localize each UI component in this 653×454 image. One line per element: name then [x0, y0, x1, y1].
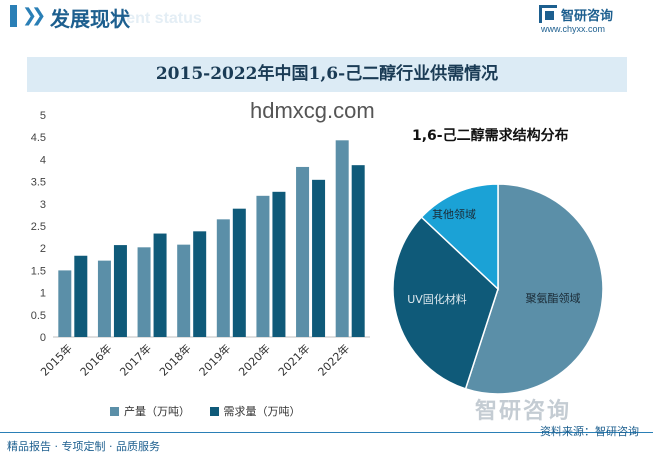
x-tick-label: 2020年: [236, 341, 273, 378]
legend-item-demand: 需求量（万吨）: [209, 403, 301, 419]
bar-demand-2019年: [232, 208, 246, 337]
brand-logo: 智研咨询 www.chyxx.com: [539, 5, 639, 35]
y-tick-label: 0: [40, 332, 46, 344]
bar-demand-2015年: [74, 255, 88, 337]
bar-production-2020年: [256, 195, 270, 337]
bar-demand-2022年: [351, 165, 365, 337]
pie-slice-0: [464, 183, 604, 395]
y-tick-label: 2: [40, 243, 46, 255]
bar-demand-2021年: [312, 179, 326, 337]
chart-title-band: 2015-2022年中国1,6-己二醇行业供需情况: [27, 57, 627, 92]
logo-mark-icon: [539, 5, 557, 23]
bar-demand-2017年: [153, 233, 167, 337]
bar-production-2019年: [216, 219, 230, 337]
pie-title: 1,6-己二醇需求结构分布: [412, 128, 569, 144]
y-tick-label: 3: [40, 199, 46, 211]
x-tick-label: 2015年: [37, 341, 74, 378]
bar-demand-2020年: [272, 191, 286, 337]
x-tick-label: 2022年: [315, 341, 352, 378]
legend-item-production: 产量（万吨）: [110, 403, 190, 419]
x-tick-label: 2019年: [196, 341, 233, 378]
bar-production-2018年: [177, 244, 191, 337]
y-tick-label: 1: [40, 288, 46, 300]
x-tick-label: 2018年: [156, 341, 193, 378]
x-tick-label: 2016年: [77, 341, 114, 378]
legend-label-demand: 需求量（万吨）: [223, 405, 301, 418]
pie-slice-1: [392, 216, 499, 390]
x-tick-label: 2021年: [275, 341, 312, 378]
logo-url: www.chyxx.com: [541, 24, 606, 34]
header-ghost-text: ment status: [112, 10, 202, 27]
footer-divider: [0, 432, 653, 433]
bar-demand-2018年: [193, 231, 207, 337]
bar-demand-2016年: [113, 245, 127, 337]
brand-watermark: 智研咨询: [475, 399, 572, 424]
bar-production-2015年: [58, 270, 72, 337]
y-tick-label: 4: [40, 154, 46, 166]
legend-swatch-production: [110, 407, 119, 416]
y-tick-label: 3.5: [31, 177, 46, 189]
y-tick-label: 4.5: [31, 132, 46, 144]
bar-chart: 0 0.5 1 1.5 2 2.5 3 3.5 4 4.5 5 2015年 2016年 2017年 2018…: [31, 110, 370, 379]
bar-production-2021年: [296, 166, 310, 337]
pie-label-1: UV固化材料: [407, 292, 467, 306]
logo-name: 智研咨询: [561, 9, 614, 24]
section-title: 发展现状: [50, 7, 130, 31]
page-header: ❯❯ ment status 发展现状 智研咨询 www.chyxx.com: [0, 0, 653, 34]
footer-source: 资料来源：智研咨询: [540, 425, 639, 438]
y-tick-label: 2.5: [31, 221, 46, 233]
pie-label-2: 其他领域: [432, 208, 476, 221]
bar-production-2017年: [137, 247, 151, 337]
x-tick-label: 2017年: [117, 341, 154, 378]
bar-legend: 产量（万吨） 需求量（万吨）: [110, 403, 317, 419]
legend-swatch-demand: [209, 407, 219, 416]
bar-production-2016年: [97, 260, 111, 337]
chart-title: 2015-2022年中国1,6-己二醇行业供需情况: [155, 64, 499, 84]
y-tick-label: 5: [40, 110, 46, 122]
logo-mark-inner-icon: [545, 11, 554, 20]
y-tick-label: 0.5: [31, 310, 46, 322]
watermark-text: hdmxcg.com: [250, 98, 375, 123]
bar-production-2022年: [335, 140, 349, 337]
header-accent-bar: [10, 5, 17, 27]
double-chevron-icon: ❯❯: [22, 5, 46, 26]
chart-canvas: 0 0.5 1 1.5 2 2.5 3 3.5 4 4.5 5 2015年 2016年 2017年 2018…: [31, 110, 604, 395]
footer-slogan: 精品报告 · 专项定制 · 品质服务: [7, 440, 160, 453]
pie-label-0: 聚氨酯领域: [526, 292, 581, 305]
legend-label-production: 产量（万吨）: [124, 405, 190, 418]
pie-chart: 聚氨酯领域 UV固化材料 其他领域: [392, 183, 604, 395]
pie-slice-2: [420, 183, 499, 291]
y-tick-label: 1.5: [31, 265, 46, 277]
